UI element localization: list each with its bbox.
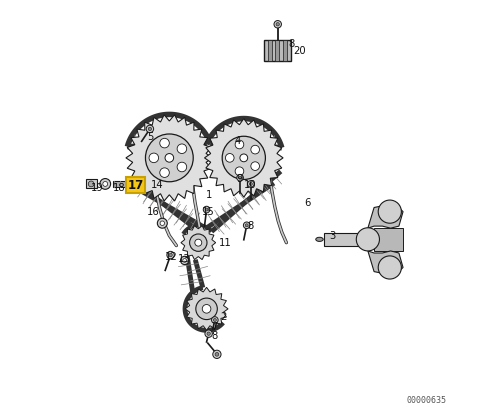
Bar [282, 40, 287, 61]
Polygon shape [185, 287, 228, 330]
Circle shape [207, 332, 210, 335]
Bar [275, 40, 280, 61]
Circle shape [238, 176, 242, 179]
Text: 17: 17 [128, 179, 144, 192]
Circle shape [226, 154, 234, 162]
Circle shape [205, 330, 212, 337]
Text: 9: 9 [236, 173, 243, 183]
Circle shape [169, 254, 172, 257]
Circle shape [276, 22, 280, 26]
Circle shape [167, 251, 174, 259]
Circle shape [160, 168, 170, 177]
FancyBboxPatch shape [86, 179, 97, 188]
Circle shape [146, 134, 193, 182]
Circle shape [177, 144, 186, 154]
Bar [264, 40, 291, 61]
Text: 11: 11 [219, 238, 232, 248]
Polygon shape [126, 115, 213, 201]
Circle shape [204, 206, 210, 213]
Bar [324, 233, 362, 246]
Circle shape [202, 305, 211, 313]
Circle shape [149, 153, 158, 163]
Text: 8: 8 [247, 221, 253, 231]
Text: 19: 19 [90, 183, 104, 193]
Circle shape [160, 138, 170, 148]
Polygon shape [204, 119, 283, 197]
Circle shape [378, 200, 402, 223]
Circle shape [88, 181, 94, 187]
Circle shape [240, 154, 248, 162]
Text: 18: 18 [112, 183, 125, 193]
Circle shape [250, 183, 252, 186]
Circle shape [213, 350, 221, 359]
FancyBboxPatch shape [126, 177, 146, 193]
Circle shape [378, 256, 402, 279]
Polygon shape [181, 226, 216, 260]
Circle shape [248, 181, 254, 187]
Circle shape [237, 174, 244, 181]
Circle shape [235, 167, 244, 176]
Text: 16: 16 [146, 207, 159, 217]
Bar [112, 181, 138, 187]
Ellipse shape [316, 237, 323, 242]
Bar [268, 40, 272, 61]
Circle shape [245, 224, 248, 227]
Circle shape [103, 181, 108, 186]
Circle shape [165, 154, 173, 162]
Circle shape [356, 228, 380, 251]
Polygon shape [368, 203, 403, 228]
Circle shape [180, 256, 189, 265]
Circle shape [251, 145, 260, 154]
Circle shape [244, 222, 250, 229]
Text: 15: 15 [202, 207, 215, 217]
Circle shape [196, 298, 218, 320]
Text: 13: 13 [178, 254, 191, 264]
Text: 4: 4 [234, 136, 240, 146]
Circle shape [215, 352, 219, 356]
Circle shape [235, 140, 244, 149]
Circle shape [195, 239, 202, 246]
Circle shape [212, 317, 218, 323]
Text: 12: 12 [165, 252, 178, 262]
Text: 20: 20 [294, 46, 306, 56]
Text: 7: 7 [212, 322, 218, 332]
Text: 00000635: 00000635 [406, 396, 447, 405]
Text: 2: 2 [220, 312, 226, 322]
Text: 10: 10 [244, 180, 256, 190]
Circle shape [274, 21, 281, 28]
Text: 5: 5 [148, 132, 154, 142]
Text: 6: 6 [304, 198, 311, 208]
Text: 14: 14 [150, 180, 163, 190]
Circle shape [148, 127, 152, 131]
Circle shape [222, 136, 266, 179]
Circle shape [205, 208, 208, 211]
Text: 1: 1 [206, 190, 212, 200]
Circle shape [214, 319, 216, 322]
Text: 3: 3 [330, 232, 336, 242]
Circle shape [251, 162, 260, 171]
Polygon shape [368, 251, 403, 276]
Polygon shape [374, 228, 403, 251]
Circle shape [100, 178, 110, 189]
Text: 8: 8 [288, 39, 294, 49]
Circle shape [177, 162, 186, 172]
Circle shape [158, 218, 168, 228]
Circle shape [160, 221, 164, 225]
Circle shape [183, 259, 186, 262]
Circle shape [190, 234, 207, 251]
Circle shape [146, 125, 154, 133]
Text: 8: 8 [212, 331, 218, 341]
